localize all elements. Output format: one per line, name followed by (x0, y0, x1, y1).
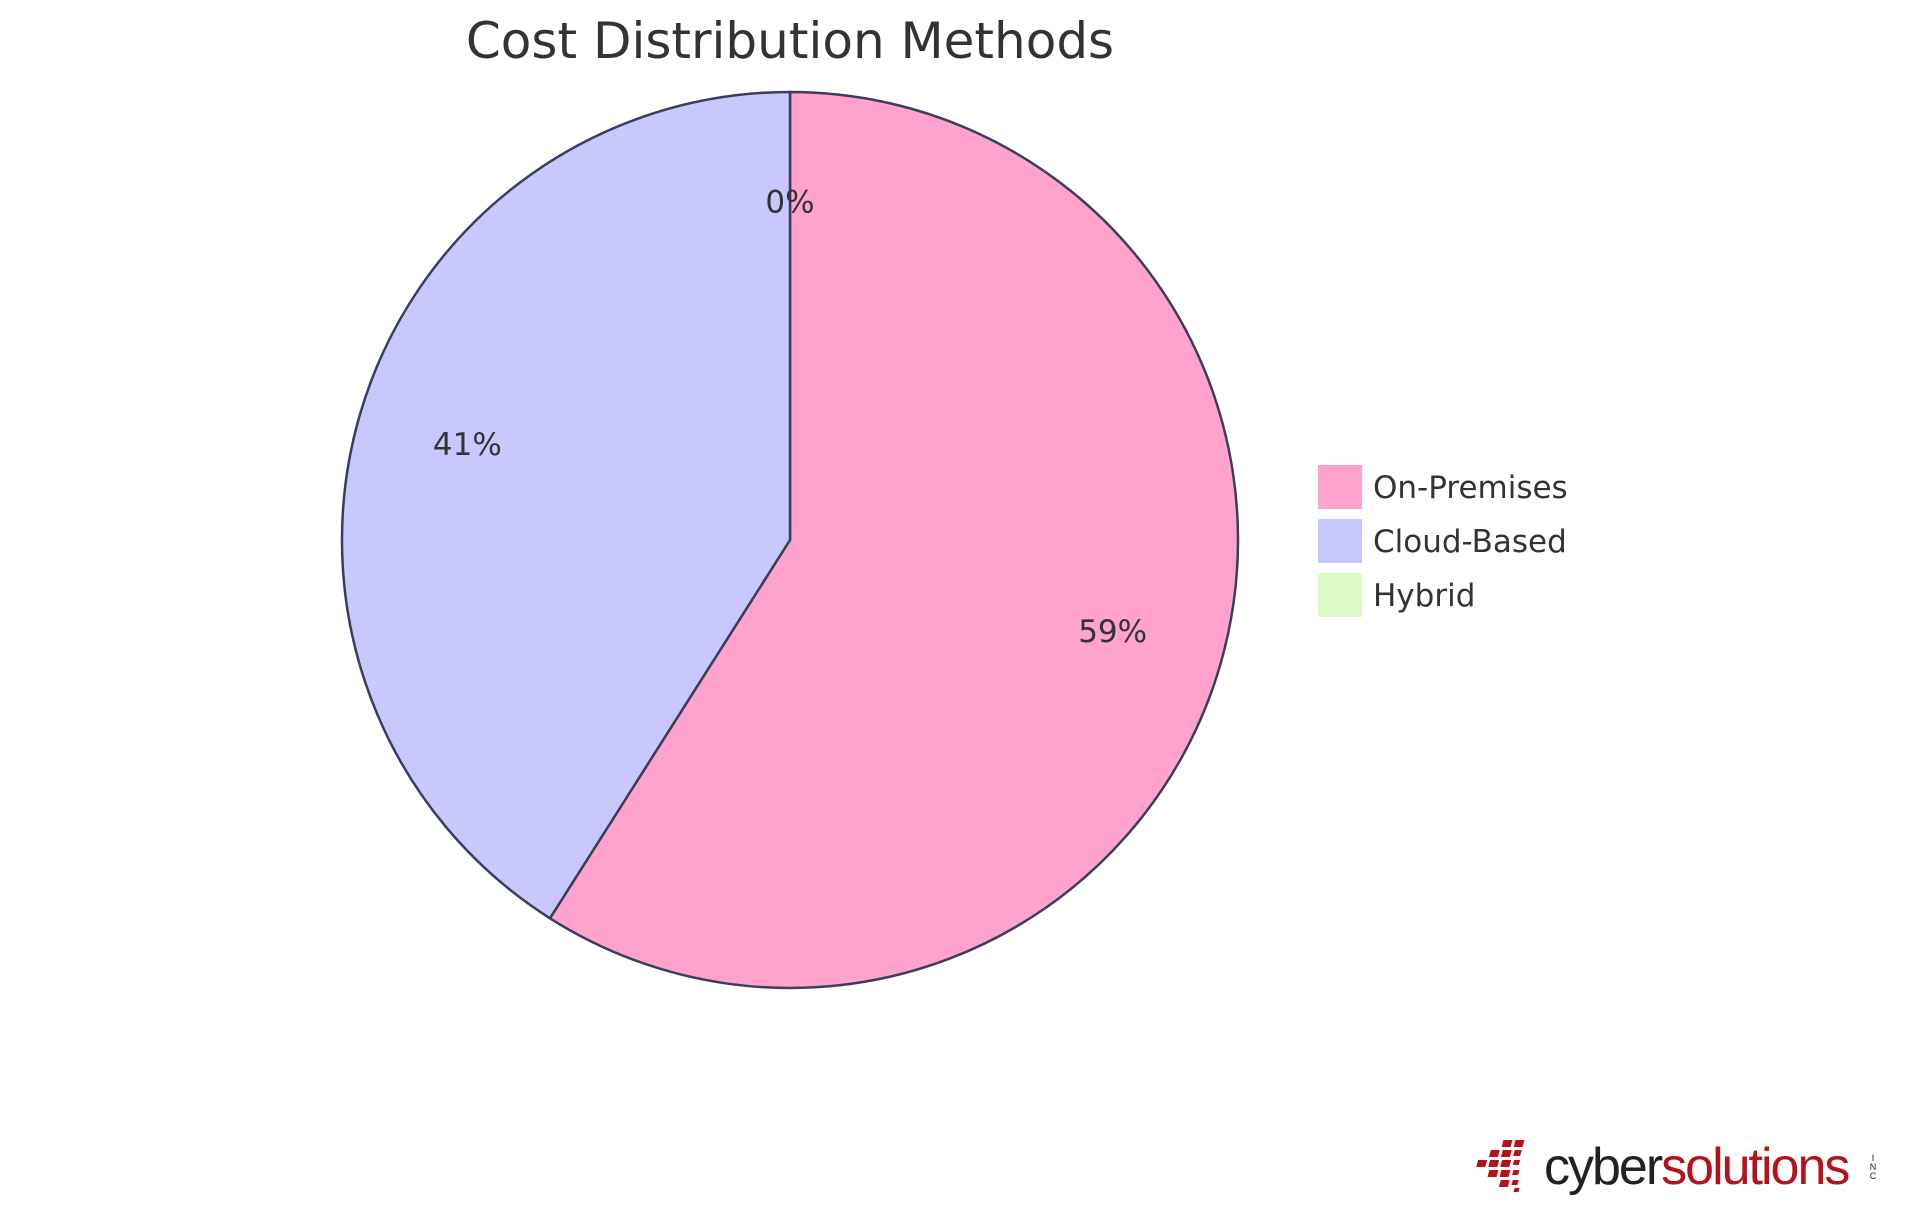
pie-slice-cloud-based (340, 90, 792, 920)
logo-text-solutions: solutions (1661, 1138, 1850, 1196)
logo-wordmark: cybersolutions (1544, 1132, 1850, 1202)
pie-percent-label: 0% (765, 185, 814, 221)
pie-percent-label: 41% (433, 427, 502, 463)
pie-percent-label: 59% (1078, 614, 1147, 650)
legend-label: Cloud-Based (1373, 524, 1567, 560)
legend-label: On-Premises (1373, 470, 1568, 506)
legend-swatch (1318, 465, 1362, 509)
legend: On-Premises Cloud-Based Hybrid (1318, 465, 1568, 617)
logo-text-cyber: cyber (1544, 1138, 1663, 1196)
chart-title: Cost Distribution Methods (466, 12, 1114, 70)
pie-slices (340, 90, 1240, 990)
legend-swatch (1318, 573, 1362, 617)
pie-slice-on-premises (548, 90, 1240, 990)
legend-swatch (1318, 519, 1362, 563)
legend-label: Hybrid (1373, 578, 1475, 614)
logo-mark-icon (1476, 1140, 1525, 1192)
pie-percent-labels: 59% 41% 0% (433, 185, 1147, 651)
